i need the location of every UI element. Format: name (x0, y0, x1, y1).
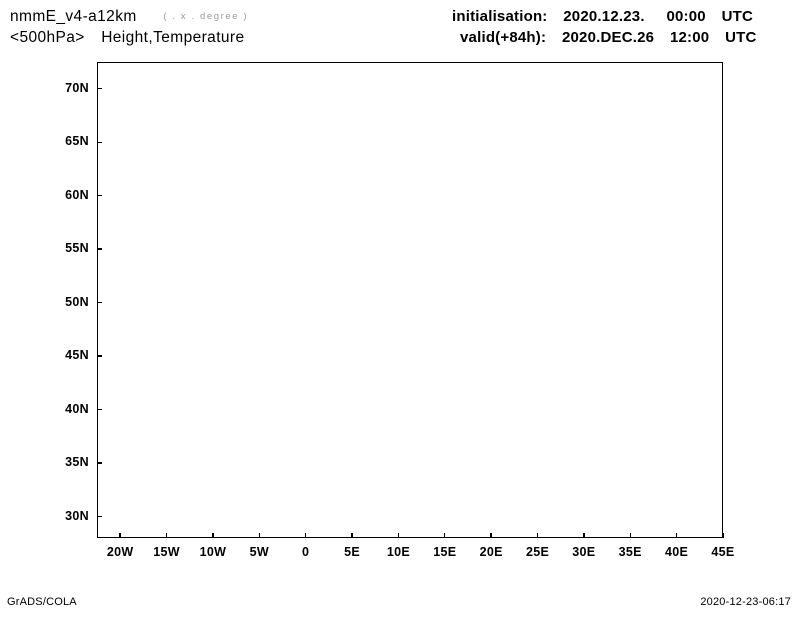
x-axis-label: 30E (572, 545, 596, 559)
valid-time: 12:00 (669, 29, 710, 46)
valid-timezone: UTC (725, 29, 757, 46)
x-axis-tick (212, 533, 214, 538)
y-axis-tick (97, 301, 102, 304)
y-axis-tick (97, 355, 102, 357)
x-axis-tick (119, 533, 121, 538)
valid-line: valid(+84h): 2020.DEC.26 12:00 UTC (452, 27, 757, 48)
chart-header: nmmE_v4-a12km ( . x . degree ) <500hPa> … (0, 0, 800, 52)
initialisation-label: initialisation: (452, 8, 548, 25)
x-axis-label: 5W (249, 545, 269, 559)
x-axis-tick (351, 533, 353, 538)
x-axis-tick (397, 533, 400, 538)
generated-timestamp: 2020-12-23-06:17 (700, 596, 791, 608)
y-axis-tick (97, 462, 102, 464)
initialisation-date: 2020.12.23. (563, 8, 645, 25)
y-axis-label: 50N (65, 294, 89, 309)
field-names-label: Height,Temperature (101, 29, 245, 46)
y-axis-label: 55N (65, 241, 89, 256)
resolution-note: ( . x . degree ) (163, 11, 249, 22)
x-axis-tick (675, 533, 678, 538)
x-axis-label: 5E (344, 545, 360, 559)
y-axis-label: 30N (65, 508, 89, 523)
header-model-line: nmmE_v4-a12km ( . x . degree ) (10, 6, 248, 27)
x-axis-label: 15E (433, 545, 457, 559)
plot-frame (97, 62, 723, 538)
header-right-block: initialisation: 2020.12.23. 00:00 UTC va… (452, 6, 757, 48)
x-axis-label: 40E (665, 545, 689, 559)
x-axis-tick (629, 533, 631, 538)
header-left-block: nmmE_v4-a12km ( . x . degree ) <500hPa> … (10, 6, 248, 48)
x-axis-label: 15W (153, 545, 180, 559)
x-axis-tick (165, 533, 168, 538)
chart-footer: GrADS/COLA 2020-12-23-06:17 (0, 596, 800, 618)
x-axis-tick (304, 533, 307, 538)
model-name: nmmE_v4-a12km (10, 8, 137, 25)
y-axis-tick (97, 248, 102, 250)
initialisation-timezone: UTC (721, 8, 754, 25)
y-axis-label: 35N (65, 455, 89, 470)
x-axis-tick (583, 533, 585, 538)
pressure-level-label: <500hPa> (10, 29, 85, 46)
header-field-line: <500hPa> Height,Temperature (10, 27, 248, 48)
y-axis-label: 45N (65, 348, 89, 363)
initialisation-time: 00:00 (666, 8, 706, 25)
valid-label: valid(+84h): (460, 29, 547, 46)
y-axis-label: 65N (65, 134, 89, 149)
x-axis-tick (258, 533, 260, 538)
x-axis-label: 45E (711, 545, 735, 559)
y-axis-tick (97, 408, 102, 411)
y-axis-tick (97, 141, 102, 143)
x-axis-label: 35E (618, 545, 642, 559)
x-axis-label: 20E (479, 545, 503, 559)
credit-label: GrADS/COLA (7, 596, 77, 608)
valid-date: 2020.DEC.26 (561, 29, 655, 46)
x-axis-label: 20W (106, 545, 134, 559)
y-axis-tick (97, 515, 102, 518)
y-axis-label: 40N (65, 401, 89, 416)
y-axis-label: 60N (65, 187, 89, 202)
x-axis-tick (722, 533, 724, 538)
x-axis-label: 0 (302, 545, 310, 559)
y-axis-tick (97, 195, 102, 197)
x-axis-label: 10E (386, 545, 410, 559)
x-axis-label: 10W (199, 545, 227, 559)
x-axis-label: 25E (525, 545, 550, 559)
initialisation-line: initialisation: 2020.12.23. 00:00 UTC (452, 6, 757, 27)
y-axis-label: 70N (65, 80, 89, 95)
chart-plot-area: 4944954964974984995005015025025035035045… (0, 52, 800, 596)
y-axis-tick (97, 88, 102, 90)
x-axis-tick (536, 533, 539, 538)
x-axis-tick (444, 533, 446, 538)
x-axis-tick (490, 533, 492, 538)
